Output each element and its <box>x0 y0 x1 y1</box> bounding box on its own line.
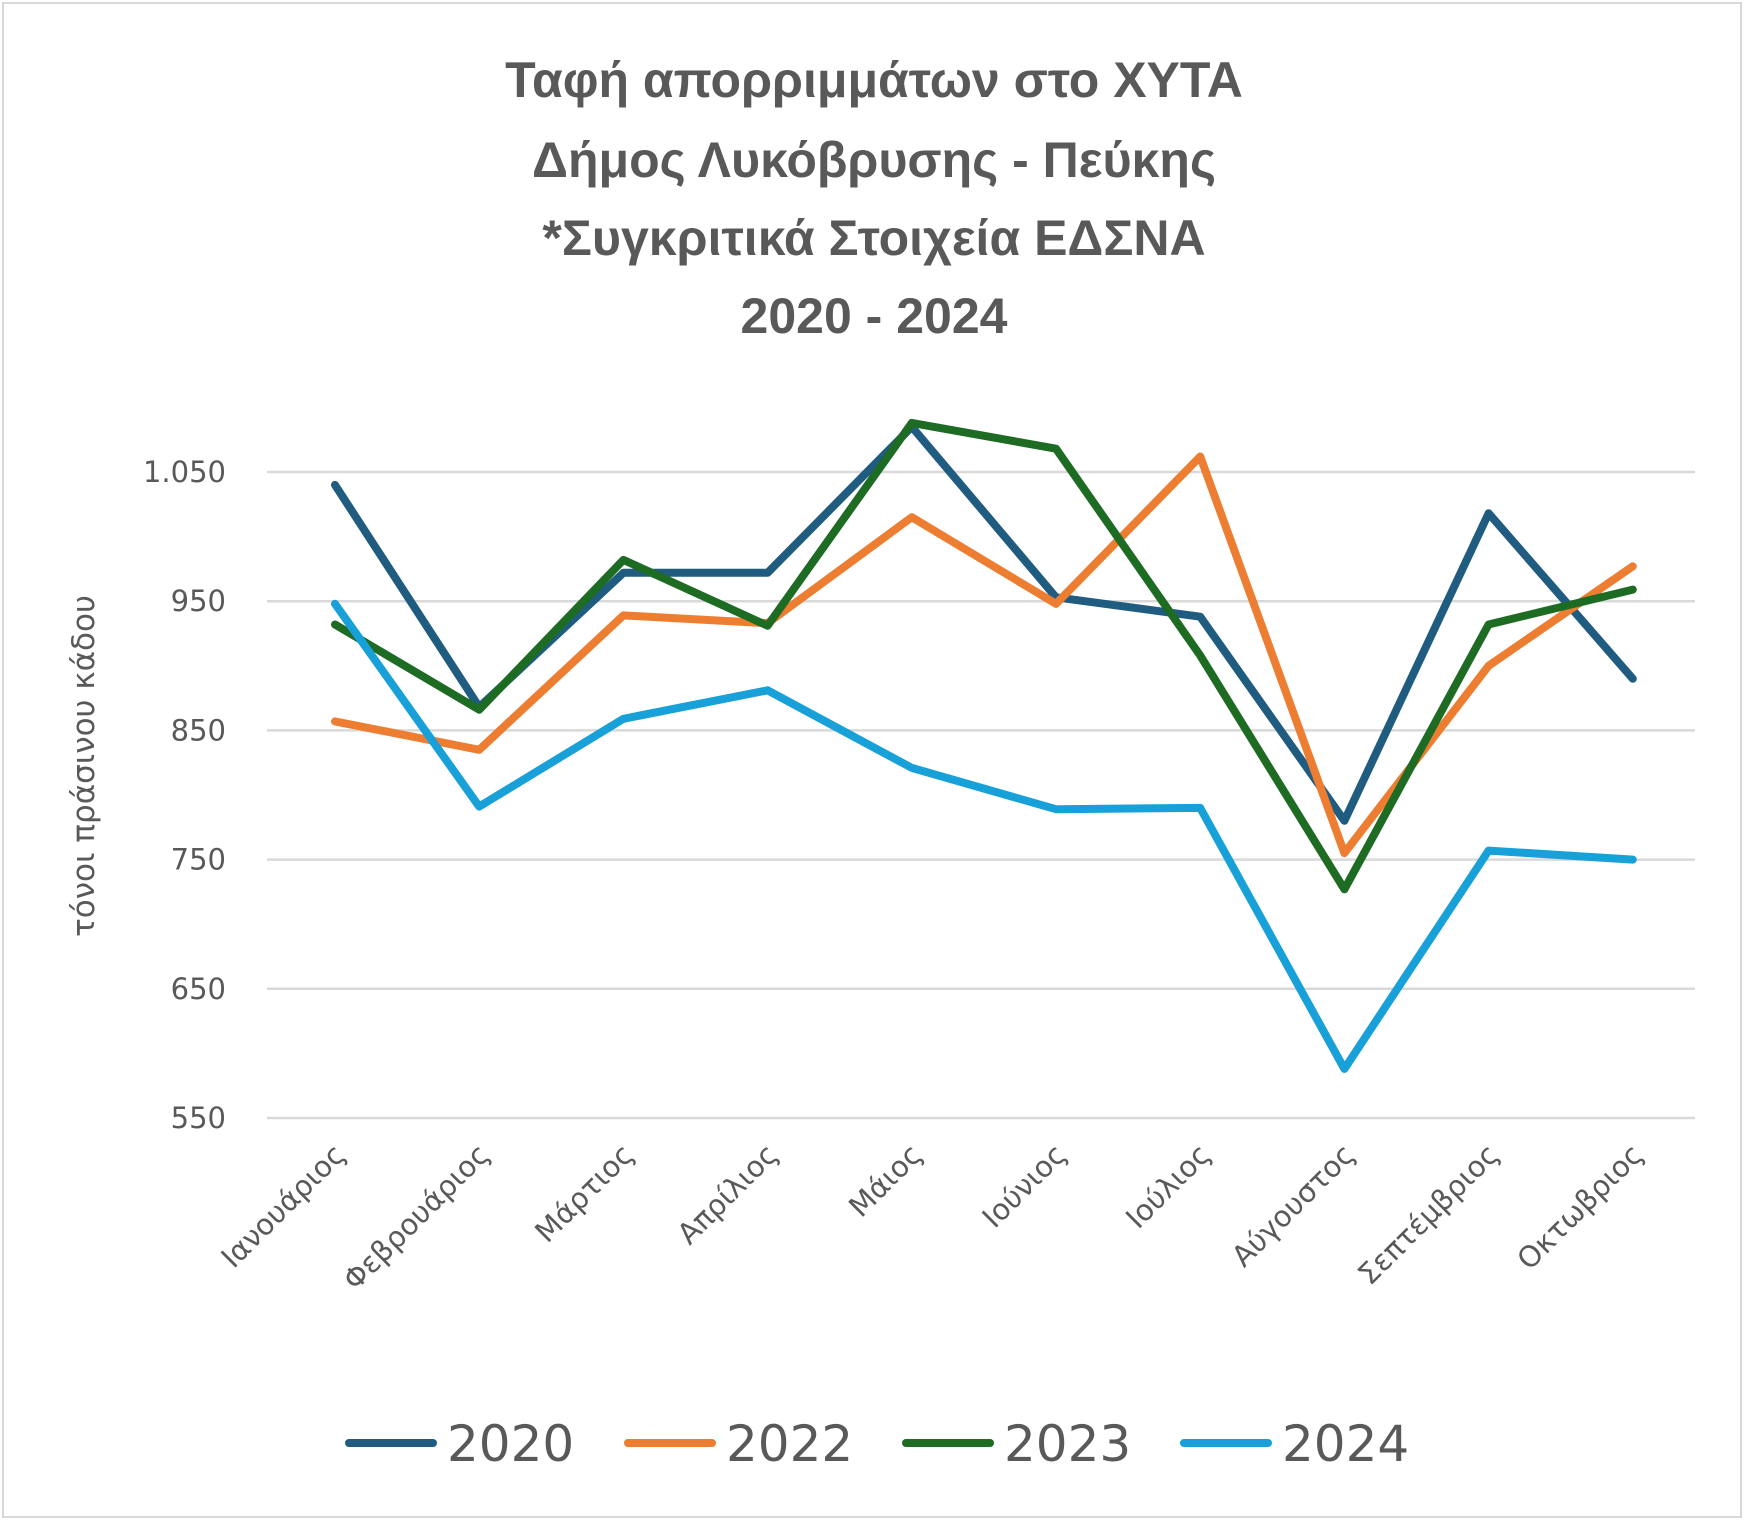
y-tick-label: 1.050 <box>143 455 226 489</box>
series-line-2020 <box>331 422 1637 825</box>
chart-title: Ταφή απορριμμάτων στο ΧΥΤΑ Δήμος Λυκόβρυσ… <box>505 52 1243 344</box>
chart-title-line-2: Δήμος Λυκόβρυσης - Πεύκης <box>532 132 1216 188</box>
chart-title-line-3: *Συγκριτικά Στοιχεία ΕΔΣΝΑ <box>542 210 1205 266</box>
line-chart: Ταφή απορριμμάτων στο ΧΥΤΑ Δήμος Λυκόβρυσ… <box>66 52 1695 1473</box>
legend-label-2023: 2023 <box>1004 1415 1131 1473</box>
legend: 2020 2022 2023 2024 <box>345 1415 1409 1473</box>
x-tick-label: Μάρτιος <box>528 1137 640 1249</box>
series-line-2024 <box>331 599 1637 1073</box>
x-tick-label: Φεβρουάριος <box>336 1137 496 1297</box>
chart-title-line-1: Ταφή απορριμμάτων στο ΧΥΤΑ <box>505 52 1243 108</box>
x-tick-label: Ιούνιος <box>975 1137 1072 1234</box>
y-axis-ticks: 550 650 750 850 950 1.050 <box>143 455 226 1135</box>
legend-label-2022: 2022 <box>726 1415 853 1473</box>
legend-label-2020: 2020 <box>447 1415 574 1473</box>
y-tick-label: 950 <box>171 584 226 618</box>
gridlines <box>267 470 1695 1120</box>
x-tick-label: Αύγουστος <box>1225 1137 1361 1273</box>
x-tick-label: Οκτωβριος <box>1510 1137 1649 1276</box>
x-tick-label: Σεπτέμβριος <box>1351 1137 1506 1292</box>
y-tick-label: 550 <box>171 1101 226 1135</box>
series-line-2023 <box>331 418 1637 894</box>
x-tick-label: Απρίλιος <box>671 1137 785 1251</box>
chart-title-line-4: 2020 - 2024 <box>741 288 1008 344</box>
y-axis-label: τόνοι πράσινου κάδου <box>66 595 102 937</box>
y-tick-label: 850 <box>171 713 226 747</box>
x-tick-label: Ιανουάριος <box>214 1137 352 1275</box>
y-tick-label: 750 <box>171 843 226 877</box>
legend-label-2024: 2024 <box>1282 1415 1409 1473</box>
x-tick-label: Ιούλιος <box>1119 1137 1217 1235</box>
x-tick-label: Μάιος <box>842 1137 929 1224</box>
y-tick-label: 650 <box>171 972 226 1006</box>
series-lines <box>331 418 1637 1073</box>
